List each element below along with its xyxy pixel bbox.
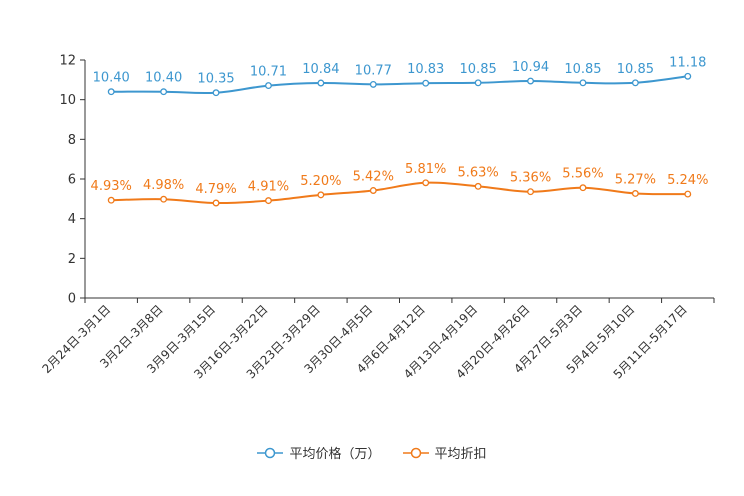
y-tick-label: 8 — [68, 133, 76, 148]
data-label: 10.40 — [145, 71, 182, 86]
data-label: 5.56% — [562, 167, 603, 182]
data-point[interactable] — [107, 88, 115, 96]
data-label: 10.85 — [617, 62, 654, 77]
data-label: 5.27% — [615, 172, 656, 187]
x-axis: 2月24日-3月1日3月2日-3月8日3月9日-3月15日3月16日-3月22日… — [39, 297, 715, 382]
series-layer: 10.40 10.40 10.35 10.71 10.84 10.77 10.83 10.85… — [91, 55, 708, 207]
data-point[interactable] — [527, 77, 534, 85]
data-label: 4.93% — [91, 179, 132, 194]
data-point[interactable] — [212, 199, 220, 207]
data-point[interactable] — [107, 196, 115, 204]
data-point[interactable] — [369, 80, 377, 88]
data-point[interactable] — [160, 195, 168, 203]
data-point[interactable] — [684, 72, 692, 80]
y-tick-label: 4 — [68, 212, 76, 227]
data-point[interactable] — [422, 79, 430, 87]
data-point[interactable] — [369, 187, 377, 194]
data-label: 10.84 — [302, 62, 339, 77]
line-chart: 0 2 4 6 8 10 12 2月24日-3月1日3月2日-3月8日3月9日-3月15日3… — [39, 54, 715, 382]
data-point[interactable] — [579, 79, 587, 87]
data-point[interactable] — [684, 190, 692, 198]
data-point[interactable] — [265, 197, 272, 205]
data-label: 10.35 — [197, 72, 234, 87]
legend-price-marker-icon — [257, 447, 284, 458]
legend-item-price[interactable]: 平均价格（万） — [257, 443, 381, 462]
data-point[interactable] — [631, 79, 639, 87]
legend-price-label: 平均价格（万） — [289, 447, 381, 462]
legend-item-discount[interactable]: 平均折扣 — [402, 443, 487, 462]
data-label: 10.85 — [564, 62, 601, 77]
data-point[interactable] — [317, 79, 325, 87]
legend-discount-marker-icon — [402, 447, 429, 458]
series-line — [111, 181, 688, 205]
y-tick-label: 12 — [59, 54, 76, 69]
data-point[interactable] — [422, 179, 430, 187]
data-point[interactable] — [160, 88, 168, 96]
data-label: 5.63% — [457, 165, 498, 180]
data-point[interactable] — [474, 182, 482, 190]
y-tick-label: 0 — [68, 292, 76, 307]
legend: 平均价格（万） 平均折扣 — [0, 443, 744, 462]
data-label: 5.81% — [405, 162, 446, 177]
data-label: 10.40 — [93, 71, 130, 86]
data-point[interactable] — [527, 188, 534, 196]
y-tick-label: 6 — [68, 173, 76, 188]
data-label: 10.71 — [250, 65, 287, 80]
data-point[interactable] — [579, 184, 587, 192]
series-price: 10.40 10.40 10.35 10.71 10.84 10.77 10.83 10.85… — [93, 55, 706, 97]
data-label: 5.24% — [667, 173, 708, 188]
data-label: 11.18 — [669, 55, 706, 70]
data-point[interactable] — [474, 79, 482, 87]
data-label: 4.91% — [248, 180, 289, 195]
data-label: 10.77 — [355, 63, 392, 78]
data-label: 4.79% — [195, 182, 236, 197]
data-point[interactable] — [212, 89, 220, 97]
y-tick-label: 2 — [68, 252, 76, 267]
y-tick-label: 10 — [59, 93, 76, 108]
data-label: 5.20% — [300, 174, 341, 189]
data-point[interactable] — [631, 190, 639, 197]
data-point[interactable] — [265, 82, 272, 90]
legend-discount-label: 平均折扣 — [434, 447, 487, 462]
data-label: 5.42% — [353, 170, 394, 185]
series-discount: 4.93% 4.98% 4.79% 4.91% 5.20% 5.42% 5.81% 5.63%… — [91, 162, 708, 207]
y-axis: 0 2 4 6 8 10 12 — [59, 54, 86, 307]
data-label: 10.85 — [460, 62, 497, 77]
data-label: 10.83 — [407, 62, 444, 77]
data-point[interactable] — [317, 191, 325, 199]
data-label: 10.94 — [512, 60, 549, 75]
data-label: 5.36% — [510, 171, 551, 186]
series-line — [111, 75, 688, 95]
data-label: 4.98% — [143, 178, 184, 193]
